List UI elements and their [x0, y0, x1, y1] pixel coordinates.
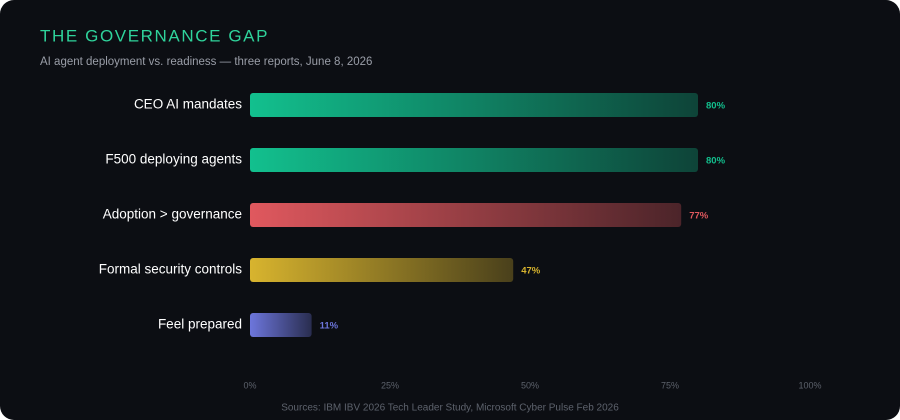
chart-subtitle: AI agent deployment vs. readiness — thre…	[40, 56, 372, 68]
bar	[250, 203, 682, 227]
bar	[250, 313, 312, 337]
y-tick-label: Formal security controls	[99, 262, 243, 277]
bar	[250, 93, 698, 117]
y-tick-label: CEO AI mandates	[134, 97, 242, 112]
value-label: 11%	[320, 321, 339, 332]
value-label: 47%	[521, 266, 541, 277]
y-tick-label: Feel prepared	[158, 317, 242, 332]
chart-title: THE GOVERNANCE GAP	[40, 26, 269, 45]
x-tick-label: 50%	[521, 380, 539, 390]
y-tick-label: Adoption > governance	[103, 207, 242, 222]
value-label: 80%	[706, 101, 726, 112]
x-tick-label: 0%	[243, 380, 256, 390]
x-tick-label: 100%	[798, 380, 821, 390]
bar	[250, 258, 514, 282]
x-tick-label: 75%	[661, 380, 679, 390]
value-label: 77%	[689, 211, 709, 222]
value-label: 80%	[706, 156, 726, 167]
x-tick-label: 25%	[381, 380, 399, 390]
y-tick-label: F500 deploying agents	[105, 152, 242, 167]
bar	[250, 148, 698, 172]
source-note: Sources: IBM IBV 2026 Tech Leader Study,…	[281, 403, 619, 414]
